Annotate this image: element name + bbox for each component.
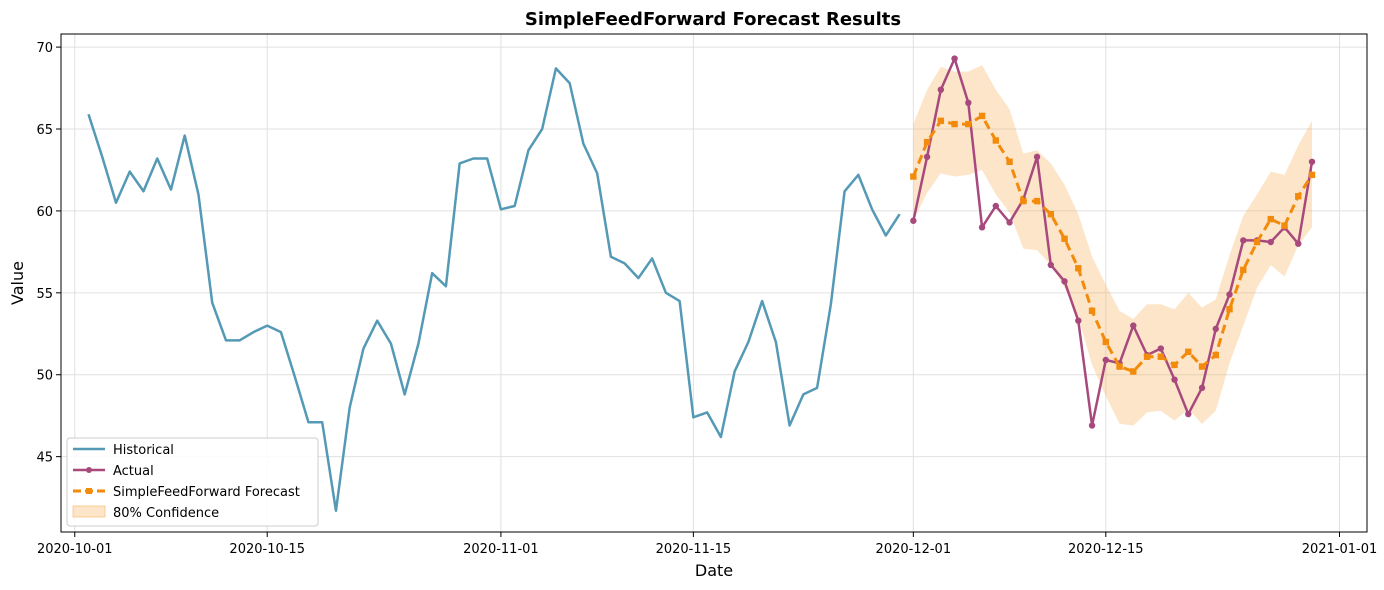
x-tick-label: 2020-11-15 (656, 542, 732, 557)
data-point-simplefeedforward-forecast (1226, 306, 1233, 313)
confidence-band (913, 65, 1313, 426)
y-tick-label: 45 (36, 451, 53, 466)
x-tick-label: 2020-11-01 (463, 542, 539, 557)
data-point-simplefeedforward-forecast (910, 173, 917, 180)
series-layer (87, 55, 1316, 512)
data-point-simplefeedforward-forecast (1047, 210, 1055, 218)
data-point-simplefeedforward-forecast (1267, 215, 1274, 223)
x-tick-label: 2020-12-15 (1068, 542, 1144, 557)
data-point-actual (1308, 158, 1316, 165)
series-line-historical (87, 67, 901, 512)
y-tick-label: 55 (36, 287, 53, 302)
data-point-actual (910, 217, 917, 224)
data-point-actual (1267, 238, 1274, 246)
plot-frame (60, 33, 1368, 533)
data-point-actual (1006, 219, 1013, 226)
grid-layer (61, 34, 1367, 532)
data-point-actual (965, 99, 972, 107)
x-tick-label: 2020-10-15 (229, 542, 305, 557)
data-point-actual (937, 86, 945, 93)
data-point-actual (1088, 422, 1096, 429)
data-point-simplefeedforward-forecast (1033, 197, 1041, 205)
data-point-actual (992, 202, 1000, 210)
data-point-actual (1240, 237, 1247, 244)
data-point-actual (1226, 291, 1233, 298)
data-point-simplefeedforward-forecast (1240, 266, 1247, 274)
data-point-simplefeedforward-forecast (1185, 348, 1192, 356)
x-axis-title: Date (695, 561, 733, 580)
data-point-simplefeedforward-forecast (1006, 158, 1013, 165)
x-tick-label: 2020-10-01 (37, 542, 113, 557)
data-point-actual (1102, 356, 1110, 364)
data-point-simplefeedforward-forecast (1253, 238, 1261, 246)
legend-swatch-actual-marker (86, 467, 92, 473)
data-point-simplefeedforward-forecast (965, 120, 972, 128)
data-point-simplefeedforward-forecast (978, 112, 986, 120)
data-point-simplefeedforward-forecast (937, 117, 945, 125)
data-point-actual (1075, 317, 1082, 324)
legend-label-actual: Actual (113, 464, 154, 479)
legend: Historical Actual SimpleFeedForward Fore… (66, 437, 319, 527)
data-point-simplefeedforward-forecast (923, 138, 931, 146)
data-point-simplefeedforward-forecast (1198, 363, 1206, 370)
data-point-simplefeedforward-forecast (1171, 361, 1178, 369)
data-point-simplefeedforward-forecast (1295, 192, 1302, 200)
data-point-simplefeedforward-forecast (1130, 368, 1137, 375)
data-point-actual (1295, 240, 1302, 247)
data-point-simplefeedforward-forecast (1157, 353, 1164, 360)
data-point-actual (951, 55, 958, 62)
legend-box (66, 437, 319, 527)
y-tick-label: 65 (36, 123, 53, 138)
legend-label-forecast: SimpleFeedForward Forecast (113, 485, 300, 500)
data-point-actual (1033, 153, 1041, 161)
data-point-simplefeedforward-forecast (951, 120, 958, 128)
data-point-simplefeedforward-forecast (1281, 222, 1288, 229)
data-point-simplefeedforward-forecast (1102, 338, 1109, 346)
x-tick-label: 2021-01-01 (1302, 542, 1378, 557)
y-tick-label: 60 (36, 205, 53, 220)
data-point-simplefeedforward-forecast (1212, 351, 1219, 359)
data-point-actual (1185, 410, 1192, 418)
data-point-simplefeedforward-forecast (1061, 235, 1068, 242)
tick-layer: 2020-10-01 2020-10-15 2020-11-01 2020-11-15… (36, 41, 1377, 557)
data-point-simplefeedforward-forecast (1143, 353, 1151, 360)
data-point-actual (1061, 278, 1068, 285)
data-point-simplefeedforward-forecast (1088, 307, 1096, 315)
legend-label-historical: Historical (113, 443, 174, 458)
confidence-band-layer (913, 65, 1313, 426)
y-axis-title: Value (8, 261, 27, 305)
data-point-simplefeedforward-forecast (1116, 363, 1123, 370)
data-point-simplefeedforward-forecast (1308, 171, 1316, 179)
data-point-actual (1171, 376, 1178, 383)
data-point-actual (1198, 384, 1206, 392)
y-tick-label: 50 (36, 369, 53, 384)
data-point-simplefeedforward-forecast (1020, 197, 1027, 205)
data-point-actual (1047, 261, 1055, 269)
legend-swatch-confidence (72, 505, 106, 518)
legend-label-confidence: 80% Confidence (113, 506, 219, 521)
x-tick-label: 2020-12-01 (876, 542, 952, 557)
data-point-actual (1130, 322, 1137, 329)
data-point-actual (923, 153, 931, 161)
y-tick-label: 70 (36, 41, 53, 56)
data-point-actual (978, 224, 986, 231)
chart-title: SimpleFeedForward Forecast Results (525, 9, 901, 30)
data-point-actual (1212, 325, 1219, 333)
data-point-actual (1157, 345, 1164, 352)
data-point-simplefeedforward-forecast (992, 137, 1000, 144)
data-point-simplefeedforward-forecast (1075, 265, 1082, 272)
legend-swatch-forecast-marker (86, 488, 92, 494)
